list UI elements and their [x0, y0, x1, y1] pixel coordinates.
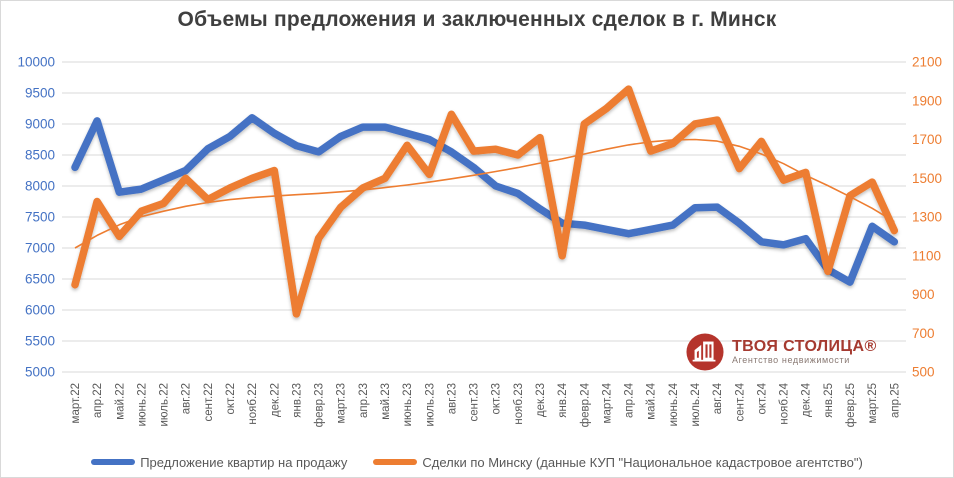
x-axis-label: март.25	[867, 383, 879, 423]
x-axis-label: янв.24	[557, 382, 569, 417]
x-axis-label: май.22	[114, 383, 126, 420]
x-axis-label: сент.24	[734, 382, 746, 421]
deals-trendline	[74, 138, 895, 249]
series-line-deals	[71, 85, 899, 318]
legend-item-supply: Предложение квартир на продажу	[91, 455, 347, 470]
x-axis-label: сент.23	[469, 383, 481, 421]
x-axis-label: март.24	[601, 382, 613, 423]
x-axis-label: апр.24	[624, 382, 636, 418]
chart-legend: Предложение квартир на продажу Сделки по…	[0, 449, 954, 475]
right-axis-tick: 700	[912, 326, 935, 341]
right-axis-tick: 900	[912, 287, 935, 302]
right-axis-tick: 1300	[912, 210, 942, 225]
x-axis-label: авг.23	[446, 383, 458, 414]
right-axis-tick: 1900	[912, 93, 942, 108]
logo: ТВОЯ СТОЛИЦА® Агентство недвижимости	[686, 333, 877, 371]
gridlines	[62, 61, 906, 373]
x-axis-label: нояб.24	[779, 382, 791, 424]
x-axis-label: февр.23	[314, 383, 326, 427]
x-axis-label: авг.22	[181, 383, 193, 414]
x-axis-label: июль.24	[690, 382, 702, 426]
x-axis-labels: март.22 апр.22 май.22 июнь.22 июль.22 авг.22 с…	[70, 382, 901, 427]
logo-title: ТВОЯ СТОЛИЦА®	[732, 337, 877, 355]
legend-swatch-supply	[91, 459, 136, 465]
x-axis-label: март.22	[70, 383, 82, 423]
x-axis-label: окт.23	[491, 383, 503, 415]
left-axis-tick: 9000	[25, 117, 55, 132]
right-axis-tick: 1700	[912, 132, 942, 147]
left-axis-tick: 5500	[25, 334, 55, 349]
x-axis-label: авг.24	[712, 382, 724, 414]
x-axis-label: апр.22	[92, 383, 104, 418]
left-axis-labels: 10000 9500 9000 8500 8000 7500 7000 6500 6000 550…	[17, 55, 55, 380]
x-axis-label: июнь.22	[136, 383, 148, 426]
x-axis-label: дек.23	[535, 383, 547, 417]
left-axis-tick: 6500	[25, 272, 55, 287]
left-axis-tick: 6000	[25, 303, 55, 318]
x-axis-label: июль.23	[424, 383, 436, 426]
left-axis-tick: 8500	[25, 148, 55, 163]
x-axis-label: окт.22	[225, 383, 237, 415]
right-axis-labels: 2100 1900 1700 1500 1300 1100 900 700 500	[912, 55, 942, 380]
x-axis-label: апр.25	[889, 383, 901, 418]
legend-label-supply: Предложение квартир на продажу	[140, 454, 348, 470]
left-axis-tick: 7500	[25, 210, 55, 225]
x-axis-label: март.23	[336, 383, 348, 423]
x-axis-label: дек.22	[269, 383, 281, 417]
left-axis-tick: 8000	[25, 179, 55, 194]
x-axis-label: апр.23	[358, 383, 370, 418]
x-axis-label: янв.23	[291, 383, 303, 418]
x-axis-label: июнь.23	[402, 383, 414, 426]
right-axis-tick: 500	[912, 365, 935, 380]
x-axis-label: февр.24	[579, 382, 591, 427]
x-axis-label: окт.24	[756, 382, 768, 414]
left-axis-tick: 5000	[25, 365, 55, 380]
logo-buildings-icon	[686, 333, 724, 371]
series-line-supply	[71, 114, 899, 286]
legend-label-deals: Сделки по Минску (данные КУП "Национальн…	[422, 454, 863, 470]
left-axis-tick: 7000	[25, 241, 55, 256]
x-axis-label: февр.25	[845, 383, 857, 427]
x-axis-label: нояб.22	[247, 383, 259, 425]
x-axis-label: май.24	[646, 382, 658, 419]
x-axis-label: нояб.23	[513, 383, 525, 425]
logo-subtitle: Агентство недвижимости	[732, 355, 850, 366]
chart-title: Объемы предложения и заключенных сделок …	[177, 8, 777, 31]
x-axis-label: сент.22	[203, 383, 215, 421]
legend-item-deals: Сделки по Минску (данные КУП "Национальн…	[373, 454, 863, 470]
x-axis-label: май.23	[380, 383, 392, 420]
right-axis-tick: 1100	[912, 248, 941, 263]
x-axis-label: янв.25	[823, 383, 835, 418]
legend-swatch-deals	[373, 459, 418, 465]
x-axis-label: июнь.24	[668, 382, 680, 426]
left-axis-tick: 10000	[17, 55, 55, 70]
right-axis-tick: 1500	[912, 171, 942, 186]
x-axis-label: дек.24	[801, 382, 813, 417]
right-axis-tick: 2100	[912, 55, 942, 70]
x-axis-label: июль.22	[159, 383, 171, 426]
left-axis-tick: 9500	[25, 86, 55, 101]
